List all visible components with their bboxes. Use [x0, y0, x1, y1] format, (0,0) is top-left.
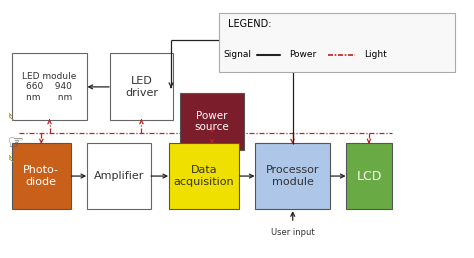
Text: Photo-
diode: Photo- diode — [23, 165, 59, 187]
Polygon shape — [417, 50, 426, 61]
Text: Processor
module: Processor module — [266, 165, 319, 187]
Text: User input: User input — [271, 228, 315, 237]
Polygon shape — [5, 109, 14, 120]
FancyBboxPatch shape — [12, 53, 87, 120]
Text: LCD: LCD — [356, 170, 382, 183]
Text: Power
source: Power source — [195, 111, 229, 132]
Text: Amplifier: Amplifier — [93, 171, 144, 181]
Text: LED module
660    940
nm      nm: LED module 660 940 nm nm — [22, 72, 76, 102]
Text: ☞: ☞ — [7, 134, 23, 152]
FancyBboxPatch shape — [109, 53, 173, 120]
FancyBboxPatch shape — [12, 143, 71, 209]
Text: LED
driver: LED driver — [125, 76, 158, 98]
Text: Light: Light — [365, 50, 387, 59]
Text: Power: Power — [289, 50, 317, 59]
Polygon shape — [5, 151, 14, 163]
FancyBboxPatch shape — [255, 143, 330, 209]
Text: Signal: Signal — [223, 50, 251, 59]
FancyBboxPatch shape — [169, 143, 239, 209]
FancyBboxPatch shape — [180, 93, 244, 150]
FancyBboxPatch shape — [346, 143, 392, 209]
Text: Data
acquisition: Data acquisition — [173, 165, 234, 187]
Text: LEGEND:: LEGEND: — [228, 19, 272, 29]
FancyBboxPatch shape — [87, 143, 151, 209]
FancyBboxPatch shape — [219, 13, 456, 72]
